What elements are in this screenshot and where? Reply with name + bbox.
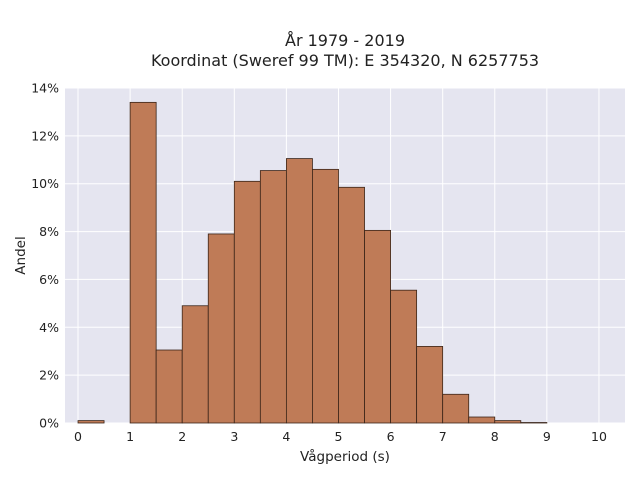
- y-tick-label: 10%: [31, 176, 59, 191]
- chart-subtitle: Koordinat (Sweref 99 TM): E 354320, N 62…: [151, 51, 539, 70]
- histogram-bar: [390, 289, 418, 424]
- x-tick-label: 3: [230, 429, 238, 444]
- histogram-bar: [77, 420, 105, 424]
- y-tick-label: 6%: [39, 272, 59, 287]
- y-tick-label: 2%: [39, 368, 59, 383]
- y-axis-label: Andel: [13, 236, 29, 274]
- y-tick-label: 4%: [39, 320, 59, 335]
- histogram-bar: [442, 393, 470, 424]
- tick-labels: 0 1 2 3 4 5 6 7 8 9 10 0% 2% 4% 6% 8% 10% 12% 14%: [31, 81, 607, 445]
- x-tick-label: 8: [491, 429, 499, 444]
- histogram-bar: [364, 229, 391, 424]
- histogram-bar: [181, 305, 209, 424]
- histogram-bar: [338, 186, 365, 424]
- x-tick-label: 5: [335, 429, 343, 444]
- y-tick-label: 12%: [31, 128, 59, 143]
- histogram-bar: [416, 346, 444, 424]
- histogram-bar: [494, 420, 522, 424]
- x-tick-label: 2: [178, 429, 186, 444]
- x-tick-label: 0: [74, 429, 82, 444]
- x-tick-label: 10: [591, 429, 607, 444]
- histogram-bar: [155, 349, 183, 424]
- x-axis-label: Vågperiod (s): [300, 448, 390, 465]
- chart-title: År 1979 - 2019: [285, 31, 405, 50]
- histogram-bar: [233, 180, 261, 424]
- x-tick-label: 4: [282, 429, 290, 444]
- x-tick-label: 1: [126, 429, 134, 444]
- histogram-bar: [312, 168, 339, 424]
- bars: [77, 101, 548, 424]
- histogram-bar: [129, 101, 157, 424]
- y-tick-label: 8%: [39, 224, 59, 239]
- x-tick-label: 6: [387, 429, 395, 444]
- y-tick-label: 14%: [31, 81, 59, 96]
- y-tick-label: 0%: [39, 416, 59, 431]
- histogram-bar: [259, 170, 287, 424]
- histogram-bar: [468, 416, 496, 424]
- histogram-bar: [207, 233, 235, 424]
- x-tick-label: 7: [439, 429, 447, 444]
- histogram-bar: [285, 158, 313, 424]
- x-tick-label: 9: [543, 429, 551, 444]
